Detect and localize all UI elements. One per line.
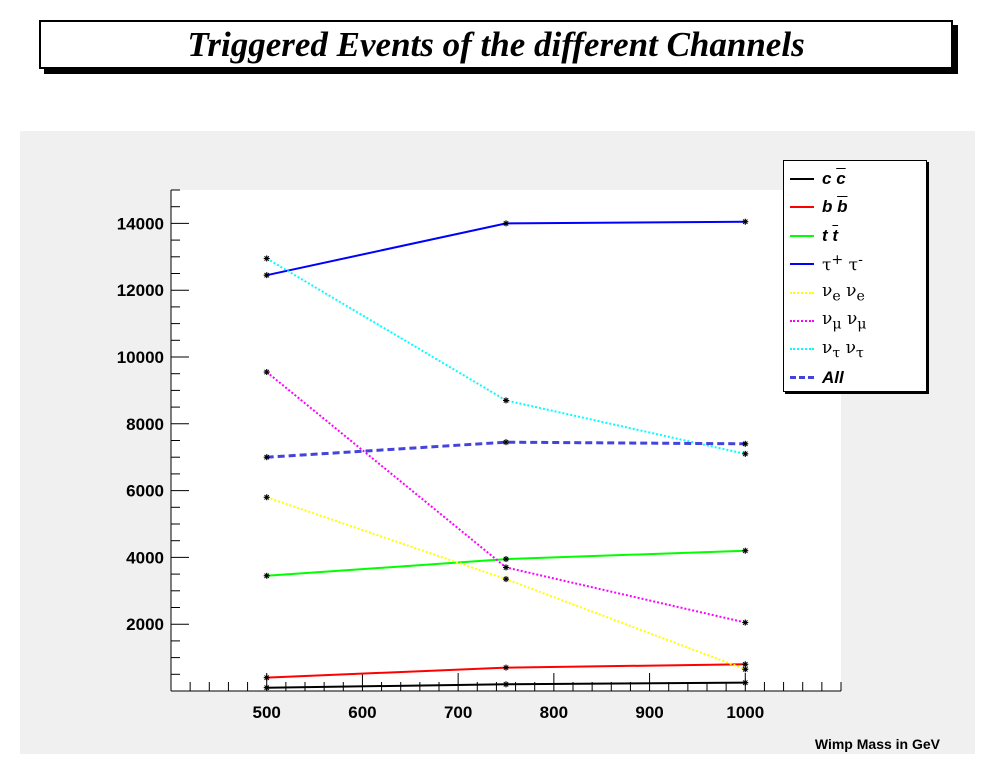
data-point-marker xyxy=(263,572,270,579)
data-point-marker xyxy=(503,664,509,671)
marker-layer xyxy=(263,218,749,691)
x-axis-title: Wimp Mass in GeV xyxy=(815,736,941,752)
x-tick-label: 900 xyxy=(635,703,663,722)
data-point-marker xyxy=(263,494,270,501)
legend: c c b b t t τ+ τ-νe νe νμ νμ ντ ντ All xyxy=(783,160,927,392)
data-point-marker xyxy=(742,661,749,668)
data-point-marker xyxy=(503,439,509,446)
legend-label: ντ ντ xyxy=(822,337,864,362)
data-point-marker xyxy=(263,255,270,262)
series-line-6 xyxy=(266,257,746,455)
legend-swatch xyxy=(790,234,814,237)
data-point-marker xyxy=(263,369,270,376)
data-point-marker xyxy=(742,666,749,673)
data-point-marker xyxy=(503,556,509,563)
legend-label: νe νe xyxy=(822,280,865,305)
legend-item: νe νe xyxy=(784,279,926,307)
legend-item: τ+ τ- xyxy=(784,250,926,278)
data-point-marker xyxy=(742,450,749,457)
legend-swatch xyxy=(790,263,814,266)
legend-item: c c xyxy=(784,165,926,193)
x-tick-label: 500 xyxy=(253,703,281,722)
legend-item: b b xyxy=(784,193,926,221)
data-point-marker xyxy=(742,218,749,225)
data-point-marker xyxy=(263,272,270,279)
legend-swatch xyxy=(790,320,814,322)
series-line-7 xyxy=(266,440,746,459)
data-point-marker xyxy=(742,679,749,686)
legend-label: τ+ τ- xyxy=(822,252,863,277)
x-tick-label: 800 xyxy=(540,703,568,722)
legend-swatch xyxy=(790,348,814,351)
x-tick-label: 700 xyxy=(444,703,472,722)
legend-label: νμ νμ xyxy=(822,309,867,333)
y-tick-label: 6000 xyxy=(126,482,164,501)
data-point-marker xyxy=(742,440,749,447)
legend-label: All xyxy=(822,367,844,387)
data-point-marker xyxy=(263,454,270,461)
legend-item: ντ ντ xyxy=(784,335,926,363)
data-point-marker xyxy=(742,619,749,626)
x-tick-label: 600 xyxy=(348,703,376,722)
legend-label: t t xyxy=(822,225,839,245)
axis-ticks: 2000 4000 6000 8000 10000 12000 14000 500 600 700… xyxy=(117,189,842,722)
data-point-marker xyxy=(503,576,509,583)
plot-pad: 2000 4000 6000 8000 10000 12000 14000 500 600 700… xyxy=(20,131,975,754)
legend-swatch xyxy=(790,376,814,380)
y-tick-label: 2000 xyxy=(126,615,164,634)
y-tick-label: 14000 xyxy=(117,214,164,233)
y-tick-label: 10000 xyxy=(117,348,164,367)
chart-title-box: Triggered Events of the different Channe… xyxy=(39,20,953,69)
data-point-marker xyxy=(503,564,509,571)
legend-item: All xyxy=(784,364,926,392)
legend-swatch xyxy=(790,206,814,209)
legend-swatch xyxy=(790,178,814,180)
legend-swatch xyxy=(790,291,814,294)
chart-title: Triggered Events of the different Channe… xyxy=(187,24,805,64)
line-chart: 2000 4000 6000 8000 10000 12000 14000 500 600 700… xyxy=(117,189,941,752)
data-point-marker xyxy=(742,547,749,554)
y-tick-label: 4000 xyxy=(126,548,164,567)
y-tick-label: 12000 xyxy=(117,281,164,300)
data-point-marker xyxy=(263,684,270,691)
x-tick-label: 1000 xyxy=(726,703,764,722)
legend-item: νμ νμ xyxy=(784,307,926,335)
data-point-marker xyxy=(503,681,509,688)
y-tick-label: 8000 xyxy=(126,415,164,434)
legend-item: t t xyxy=(784,222,926,250)
data-point-marker xyxy=(503,397,509,404)
data-point-marker xyxy=(503,220,509,227)
data-point-marker xyxy=(263,674,270,681)
legend-label: b b xyxy=(822,197,848,217)
legend-label: c c xyxy=(822,169,846,188)
